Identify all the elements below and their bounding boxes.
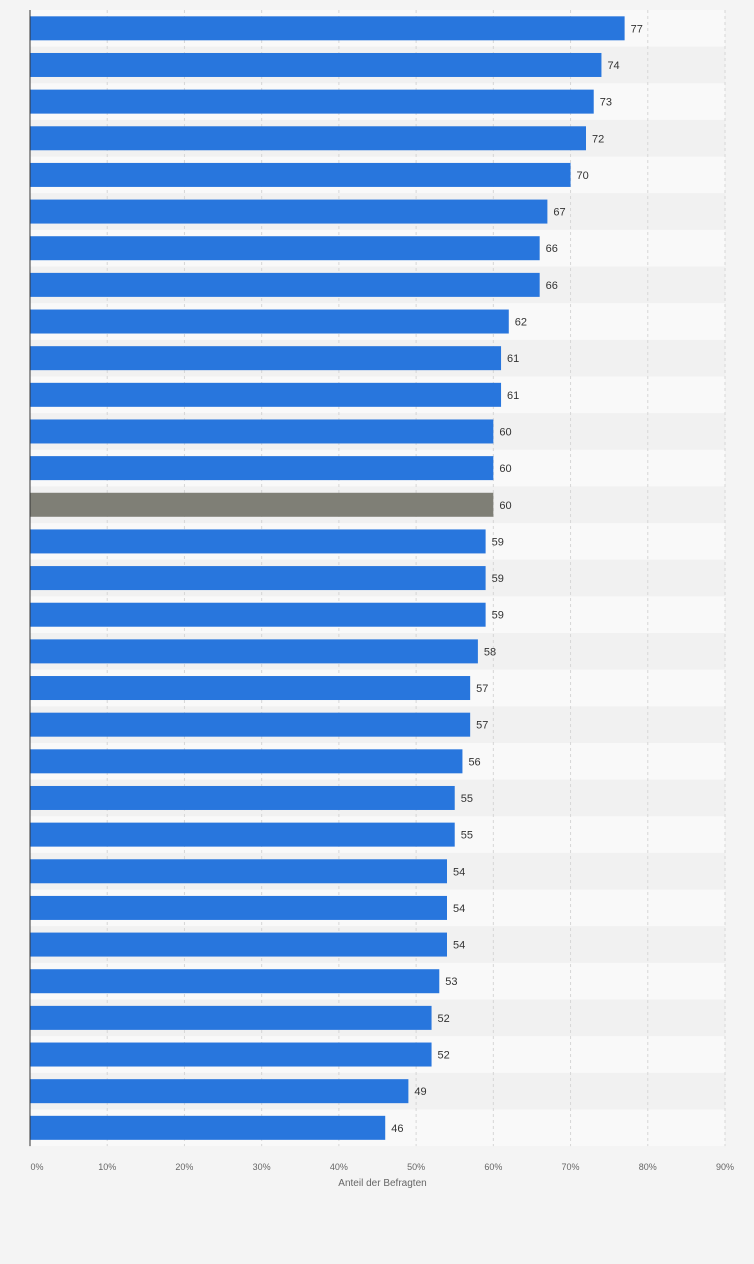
x-axis-title: Anteil der Befragten [338,1178,426,1189]
bar [30,602,486,627]
bar [30,785,455,810]
x-tick-label: 10% [98,1162,116,1172]
bar-value-label: 61 [507,353,519,365]
bar [30,162,571,187]
bar [30,199,548,224]
bar [30,712,471,737]
x-tick-label: 0% [30,1162,43,1172]
bar-value-label: 52 [438,1013,450,1025]
bar-value-label: 57 [476,720,488,732]
bar-value-label: 54 [453,940,465,952]
x-tick-label: 60% [484,1162,502,1172]
bar-value-label: 49 [414,1086,426,1098]
value-labels: 77 74 73 72 70 67 66 66 62 61 61 60 60 60 59 59 59 58 57 57… [391,23,643,1135]
bar [30,932,447,957]
bar-value-label: 67 [553,207,565,219]
x-tick-label: 20% [175,1162,193,1172]
bar-value-label: 46 [391,1123,403,1135]
bar [30,1115,386,1140]
x-tick-label: 70% [562,1162,580,1172]
bar [30,969,440,994]
bar [30,309,509,334]
bar [30,16,625,41]
bar-value-label: 60 [499,463,511,475]
bar [30,456,494,481]
bar-value-label: 60 [499,500,511,512]
bar [30,52,602,77]
bar-value-label: 61 [507,390,519,402]
bar [30,382,502,407]
bar-value-label: 70 [577,170,589,182]
bar [30,346,502,371]
bar [30,1042,432,1067]
bar-value-label: 74 [607,60,619,72]
bar-value-label: 66 [546,243,558,255]
bar-value-label: 55 [461,830,473,842]
bar-value-label: 55 [461,793,473,805]
x-tick-label: 50% [407,1162,425,1172]
bar-value-label: 60 [499,426,511,438]
bar [30,419,494,444]
bar [30,126,586,151]
bar-value-label: 62 [515,317,527,329]
bar [30,1005,432,1030]
bar-value-label: 58 [484,646,496,658]
bar [30,749,463,774]
bar-value-label: 54 [453,903,465,915]
bar-value-label: 59 [492,536,504,548]
bar [30,676,471,701]
bar [30,566,486,591]
bar-value-label: 52 [438,1050,450,1062]
bar [30,492,494,517]
x-tick-label: 40% [330,1162,348,1172]
bar-value-label: 57 [476,683,488,695]
bar [30,236,540,261]
bar-value-label: 59 [492,610,504,622]
bar [30,859,447,884]
bar [30,639,478,664]
bar-value-label: 54 [453,866,465,878]
bars [30,16,625,1140]
bar-value-label: 73 [600,97,612,109]
bar-value-label: 59 [492,573,504,585]
x-tick-label: 90% [716,1162,734,1172]
x-tick-label: 80% [639,1162,657,1172]
bar-value-label: 53 [445,976,457,988]
bar [30,89,594,114]
bar [30,895,447,920]
x-tick-labels: 0% 10% 20% 30% 40% 50% 60% 70% 80% 90% [30,1162,734,1172]
bar [30,529,486,554]
bar [30,1079,409,1104]
bar-value-label: 77 [631,23,643,35]
bar-value-label: 72 [592,133,604,145]
bar-value-label: 66 [546,280,558,292]
bar [30,272,540,297]
x-tick-label: 30% [253,1162,271,1172]
bar [30,822,455,847]
bar-value-label: 56 [468,756,480,768]
